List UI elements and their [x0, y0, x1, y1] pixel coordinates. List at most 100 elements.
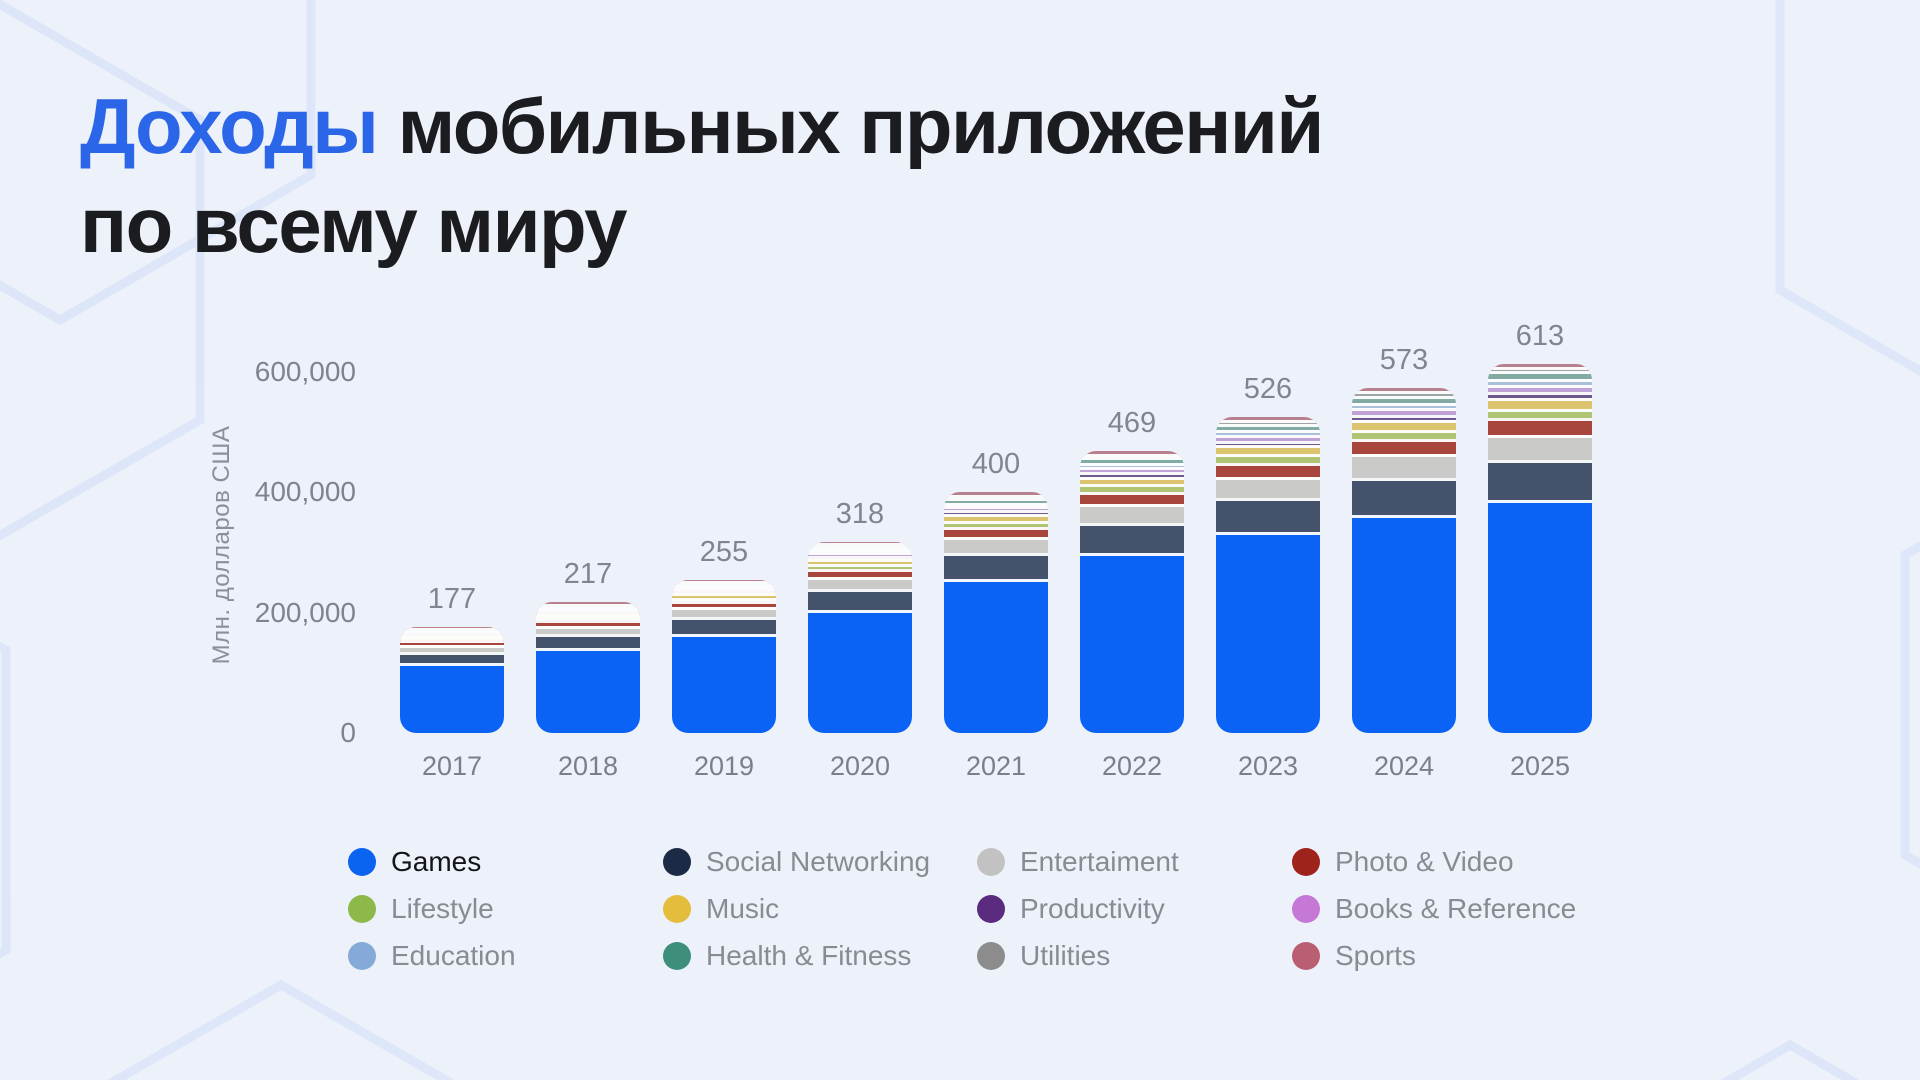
bar-segment-social-networking: [944, 553, 1048, 579]
title-rest: мобильных приложений: [377, 82, 1325, 170]
legend-color-dot: [1292, 942, 1320, 970]
legend-label: Music: [706, 893, 780, 924]
stacked-bar-2021: [944, 492, 1048, 733]
bar-segment-utilities: [944, 494, 1048, 498]
bar-segment-lifestyle: [400, 637, 504, 641]
bar-segment-lifestyle: [808, 563, 912, 569]
bar-segment-lifestyle: [944, 520, 1048, 527]
bar-total-label: 318: [835, 497, 885, 530]
bar-total-label: 526: [1243, 372, 1293, 405]
bar-segment-education: [400, 630, 504, 632]
bar-segment-education: [944, 502, 1048, 506]
bar-segment-music: [1080, 476, 1184, 485]
bar-segment-productivity: [400, 633, 504, 635]
bar-segment-entertaiment: [1216, 476, 1320, 499]
bar-segment-education: [1488, 379, 1592, 385]
bar-segment-utilities: [808, 543, 912, 546]
legend-item-books-reference: Books & Reference: [1292, 893, 1576, 925]
legend-item-entertaiment: Entertaiment: [977, 846, 1292, 878]
stacked-bar-2023: [1216, 416, 1320, 733]
bar-total-label: 177: [427, 582, 477, 615]
stacked-bar-2022: [1080, 450, 1184, 733]
x-axis-label: 2024: [1373, 751, 1435, 781]
x-axis-label: 2020: [829, 751, 891, 781]
title-line-2: по всему миру: [80, 181, 628, 269]
bar-total-label: 469: [1107, 406, 1157, 439]
bar-segment-health-fitness: [672, 583, 776, 587]
legend-item-education: Education: [348, 940, 663, 972]
bar-segment-productivity: [944, 510, 1048, 514]
legend-item-utilities: Utilities: [977, 940, 1292, 972]
bar-segment-entertaiment: [1352, 453, 1456, 478]
y-axis-tick: 200,000: [254, 596, 356, 628]
bar-segment-lifestyle: [1216, 454, 1320, 463]
bar-segment-books-reference: [1488, 384, 1592, 392]
bar-segment-games: [1488, 499, 1592, 733]
legend-color-dot: [977, 895, 1005, 923]
y-axis-tick: 0: [340, 717, 356, 748]
legend-color-dot: [977, 942, 1005, 970]
bar-segment-social-networking: [1216, 498, 1320, 532]
bar-segment-sports: [1080, 450, 1184, 454]
stacked-bar-2019: [672, 579, 776, 733]
bar-segment-health-fitness: [944, 497, 1048, 503]
bar-segment-health-fitness: [1216, 423, 1320, 431]
bar-segment-entertaiment: [672, 607, 776, 618]
stacked-bar-2018: [536, 602, 640, 733]
bar-segment-entertaiment: [1488, 434, 1592, 461]
bar-segment-utilities: [1352, 391, 1456, 397]
bar-segment-entertaiment: [400, 644, 504, 652]
bar-segment-education: [672, 586, 776, 588]
bar-segment-books-reference: [536, 609, 640, 613]
legend-label: Photo & Video: [1335, 846, 1514, 877]
bar-segment-sports: [944, 492, 1048, 495]
legend-item-lifestyle: Lifestyle: [348, 893, 663, 925]
bar-segment-entertaiment: [808, 576, 912, 590]
bar-segment-productivity: [1488, 391, 1592, 398]
bar-segment-utilities: [1216, 419, 1320, 424]
bar-segment-photo-video: [536, 620, 640, 626]
bar-segment-lifestyle: [672, 597, 776, 602]
bar-segment-sports: [1216, 416, 1320, 420]
legend-label: Productivity: [1020, 893, 1165, 924]
bar-segment-sports: [1488, 364, 1592, 367]
stacked-bar-2020: [808, 541, 912, 733]
bar-segment-productivity: [536, 612, 640, 614]
bar-segment-education: [1216, 430, 1320, 435]
legend-label: Games: [391, 846, 482, 877]
bar-segment-entertaiment: [944, 536, 1048, 554]
bar-segment-education: [1352, 403, 1456, 409]
bar-segment-music: [536, 613, 640, 618]
bar-segment-photo-video: [1352, 438, 1456, 454]
x-axis-label: 2017: [421, 751, 483, 781]
bar-segment-utilities: [1488, 366, 1592, 372]
stacked-bar-2025: [1488, 364, 1592, 733]
bar-segment-health-fitness: [1352, 396, 1456, 404]
legend-color-dot: [348, 942, 376, 970]
bar-segment-social-networking: [536, 634, 640, 649]
bar-segment-lifestyle: [1352, 429, 1456, 439]
bar-segment-productivity: [672, 590, 776, 594]
legend-item-social-networking: Social Networking: [663, 846, 977, 878]
bar-segment-lifestyle: [536, 617, 640, 621]
bar-segment-entertaiment: [1080, 503, 1184, 523]
bar-segment-games: [1080, 553, 1184, 733]
bar-segment-social-networking: [1352, 477, 1456, 515]
bar-segment-social-networking: [808, 589, 912, 610]
bar-segment-music: [672, 593, 776, 598]
legend-label: Lifestyle: [391, 893, 494, 924]
bar-segment-games: [808, 609, 912, 733]
bar-total-label: 400: [971, 448, 1021, 481]
bar-segment-photo-video: [400, 640, 504, 645]
legend-label: Social Networking: [706, 846, 931, 877]
bar-segment-photo-video: [1216, 462, 1320, 477]
bar-segment-entertaiment: [536, 625, 640, 635]
bar-segment-books-reference: [808, 551, 912, 556]
bar-segment-music: [1488, 397, 1592, 409]
bar-total-label: 255: [699, 535, 749, 568]
bar-segment-education: [808, 549, 912, 552]
legend-item-health-fitness: Health & Fitness: [663, 940, 977, 972]
chart-legend: Games Social Networking Entertaiment Photo …: [348, 846, 1576, 972]
x-axis-label: 2023: [1237, 751, 1299, 781]
page-title: Доходы мобильных приложений по всему мир…: [80, 77, 1325, 275]
